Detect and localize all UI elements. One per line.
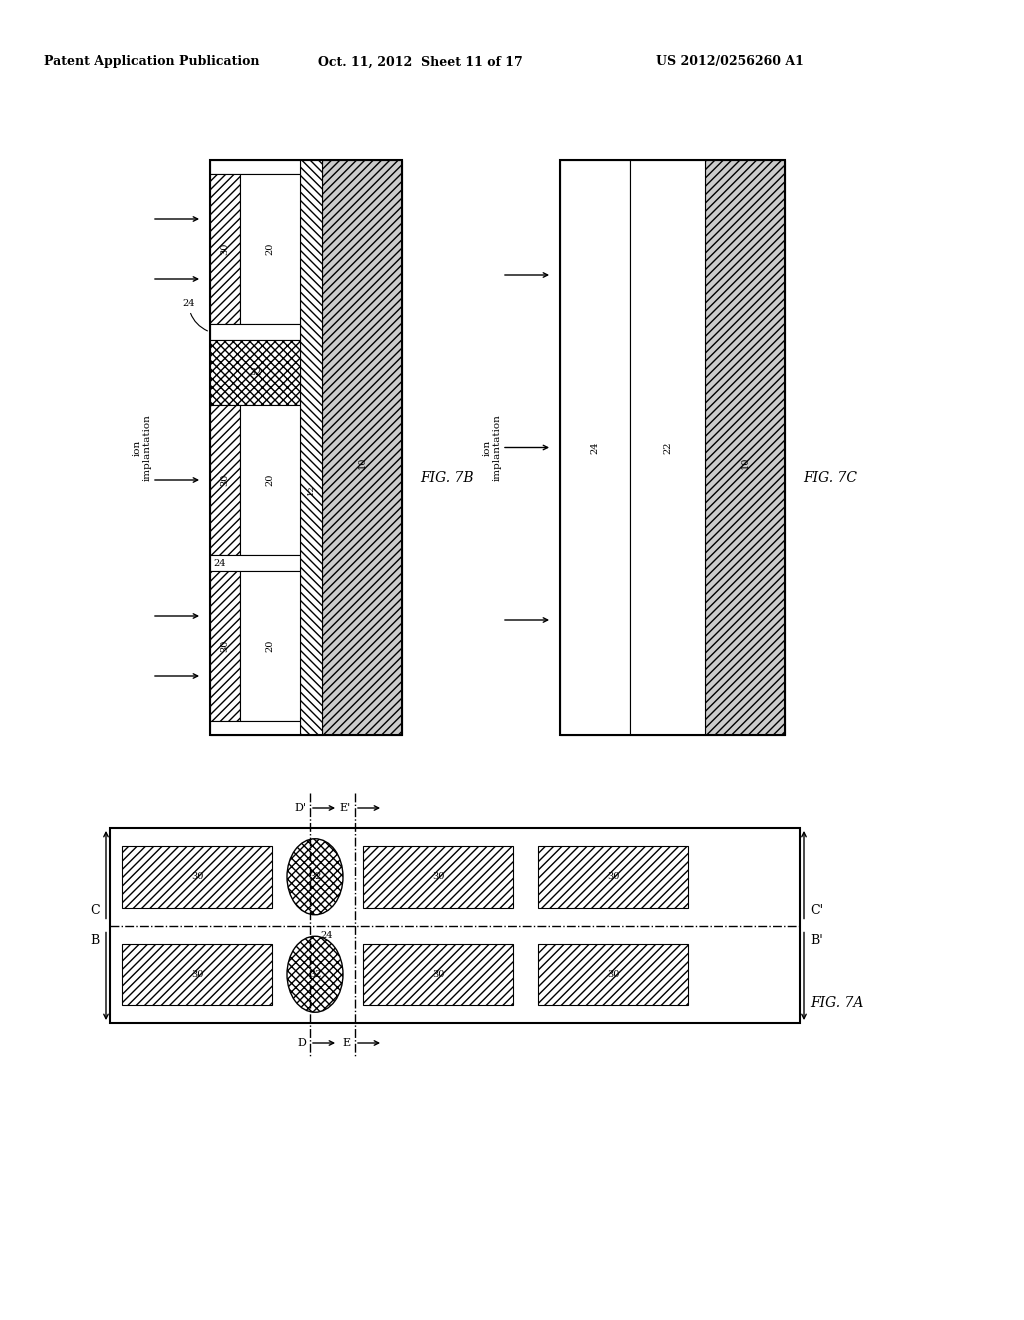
Text: E: E [343, 1038, 351, 1048]
Text: 10: 10 [357, 457, 367, 469]
Bar [362, 846, 513, 908]
Ellipse shape [287, 936, 343, 1012]
Text: 30: 30 [190, 970, 203, 978]
Text: C': C' [810, 904, 823, 917]
Text: 20: 20 [265, 474, 274, 486]
Text: 24: 24 [319, 931, 333, 940]
Bar [560, 160, 630, 735]
Bar [300, 160, 322, 735]
Bar [560, 160, 785, 735]
Text: 30: 30 [190, 873, 203, 882]
Bar [210, 405, 240, 554]
Bar [122, 944, 272, 1005]
Text: D': D' [294, 803, 306, 813]
Bar [210, 160, 402, 735]
Text: 30: 30 [432, 873, 444, 882]
Bar [705, 160, 785, 735]
Text: 30: 30 [220, 640, 229, 652]
Text: 24: 24 [213, 560, 225, 569]
Bar [240, 405, 300, 554]
Text: 10: 10 [740, 457, 750, 469]
Text: B: B [91, 933, 100, 946]
Text: 20: 20 [265, 243, 274, 255]
Bar [210, 554, 300, 572]
Text: FIG. 7B: FIG. 7B [420, 470, 474, 484]
Text: FIG. 7A: FIG. 7A [810, 997, 863, 1010]
Bar [210, 341, 300, 405]
Text: 22: 22 [663, 441, 672, 454]
Bar [240, 174, 300, 323]
Bar [322, 160, 402, 735]
Bar [122, 846, 272, 908]
Text: FIG. 7C: FIG. 7C [803, 470, 857, 484]
Text: 20: 20 [265, 640, 274, 652]
Text: Patent Application Publication: Patent Application Publication [44, 55, 260, 69]
Bar [630, 160, 705, 735]
Text: 24: 24 [182, 300, 208, 331]
Text: 30: 30 [220, 243, 229, 255]
Text: 30: 30 [607, 970, 620, 978]
Bar [110, 828, 800, 1023]
Text: E': E' [340, 803, 351, 813]
Bar [210, 160, 300, 174]
Text: 30: 30 [220, 474, 229, 486]
Bar [210, 721, 300, 735]
Text: 30: 30 [432, 970, 444, 978]
Bar [362, 944, 513, 1005]
Bar [538, 846, 688, 908]
Text: 24: 24 [591, 441, 599, 454]
Bar [210, 174, 240, 323]
Text: D: D [297, 1038, 306, 1048]
Ellipse shape [287, 838, 343, 915]
Text: US 2012/0256260 A1: US 2012/0256260 A1 [656, 55, 804, 69]
Text: ion
implantation: ion implantation [482, 414, 502, 480]
Text: C: C [90, 904, 100, 917]
Bar [538, 944, 688, 1005]
Text: ion
implantation: ion implantation [132, 414, 152, 480]
Text: 32: 32 [309, 873, 322, 882]
Text: 30: 30 [607, 873, 620, 882]
Bar [240, 572, 300, 721]
Text: 32: 32 [249, 368, 261, 378]
Bar [210, 572, 240, 721]
Text: Oct. 11, 2012  Sheet 11 of 17: Oct. 11, 2012 Sheet 11 of 17 [317, 55, 522, 69]
Text: 12: 12 [307, 484, 315, 495]
Bar [210, 323, 300, 341]
Text: 32: 32 [309, 970, 322, 978]
Text: B': B' [810, 933, 822, 946]
